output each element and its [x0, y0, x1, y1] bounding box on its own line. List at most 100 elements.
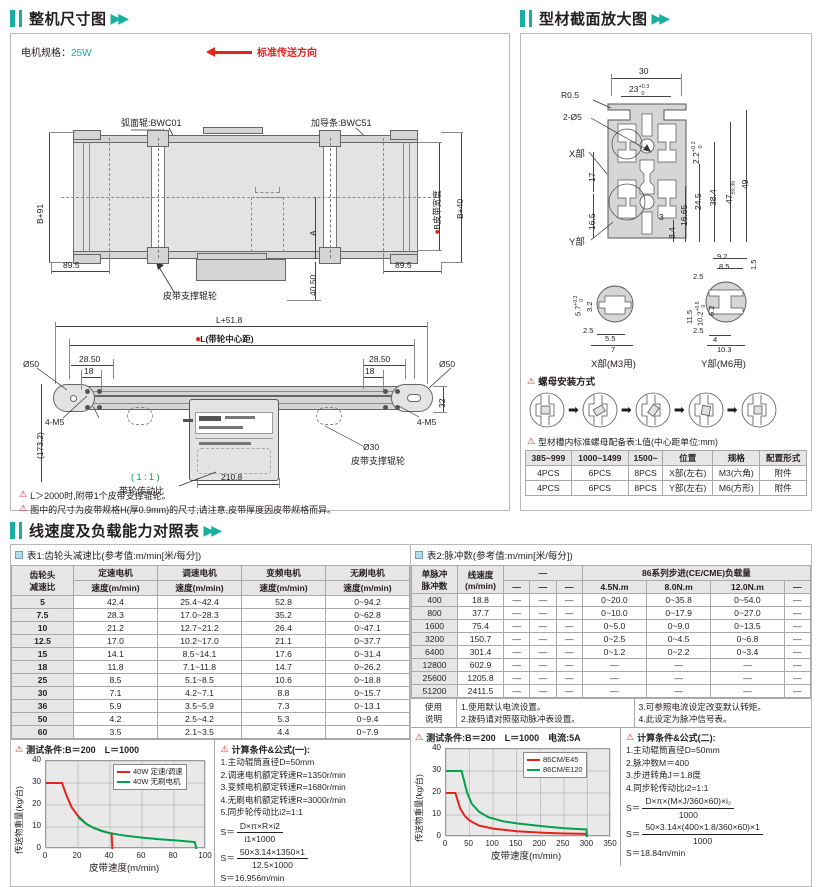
- table1-th-1: 调速电机: [157, 565, 242, 581]
- table-row: 12800 602.9— — — — — — —: [411, 658, 812, 672]
- section-title-profile-text: 型材截面放大图: [539, 11, 648, 28]
- t1-r8c3: 7.3: [241, 699, 326, 713]
- table-row: 18 11.8 7.1~11.8 14.7 0~26.2: [11, 660, 410, 674]
- chevron-right-icon: ▶▶: [110, 10, 129, 26]
- table-row: 50 4.2 2.5~4.2 5.3 0~9.4: [11, 712, 410, 726]
- x-tick: 50: [464, 839, 474, 848]
- t1-r4c2: 8.5~14.1: [157, 647, 242, 661]
- section-title-speed-text: 线速度及负载能力对照表: [29, 523, 200, 540]
- t1-r9c3: 5.3: [241, 712, 326, 726]
- t1-r4c3: 17.6: [241, 647, 326, 661]
- t1-r6c3: 10.6: [241, 673, 326, 687]
- t1-r0c3: 52.8: [241, 595, 326, 609]
- t1-r10c0: 60: [11, 725, 74, 739]
- table1-sub-0: 速度(m/min): [73, 580, 158, 596]
- t2-r6c0: 25600: [411, 671, 458, 685]
- formula1-item-0: 1.主动辊筒直径D=50mm: [220, 757, 315, 767]
- section-title-text: 整机尺寸图: [29, 11, 107, 28]
- dim-165: 16.5: [587, 213, 597, 230]
- t2-r4c8: —: [783, 645, 812, 659]
- label-x-part: X部: [569, 149, 585, 160]
- t1-r3c0: 12.5: [11, 634, 74, 648]
- title-bar-profile: [520, 10, 525, 27]
- x-tick: 80: [168, 851, 178, 860]
- t1-r1c1: 28.3: [73, 608, 158, 622]
- formula2-eq1-den: 1000: [678, 809, 698, 820]
- dim-2108: 210.8: [221, 472, 243, 482]
- x-tick: 20: [72, 851, 82, 860]
- label-belt-support-roller-top: 皮带支撑辊轮: [163, 291, 218, 301]
- table1-caption: 表1:齿轮头减速比(参考值:m/min[米/每分]): [11, 545, 410, 565]
- y-tick: 30: [432, 765, 441, 774]
- end-cap-br: [390, 254, 418, 264]
- legend-item: 40W 定速/调速: [117, 767, 183, 777]
- section-title-profile: 型材截面放大图 ▶▶: [520, 8, 812, 29]
- table1: 齿轮头 减速比 定速电机 调速电机 变频电机 无刷电机 速度(m/min) 速度(…: [11, 565, 410, 739]
- t2-r2c8: —: [783, 619, 812, 633]
- motor-spec-label: 电机规格：: [21, 48, 71, 59]
- t2-r0c0: 400: [411, 593, 458, 607]
- t2-r2c7: 0~13.5: [710, 619, 785, 633]
- t2-r6c1: 1205.8: [457, 671, 504, 685]
- x-tick: 300: [579, 839, 594, 848]
- t1-r3c3: 21.1: [241, 634, 326, 648]
- nut-r1c0: 4PCS: [525, 480, 572, 496]
- t2-r7c0: 51200: [411, 684, 458, 698]
- t2-r5c6: —: [646, 658, 712, 672]
- chart2-test-condition: ⚠ 测试条件:B＝200 L＝1000 电流:5A: [415, 731, 618, 744]
- callout-guide-strip: 加导条:BWC51: [311, 118, 372, 128]
- dim-l-center: ⏺L(带轮中心距): [196, 334, 254, 344]
- warning-icon-8: ⚠: [626, 732, 635, 742]
- chart1-test-condition: ⚠ 测试条件:B＝200 L＝1000: [15, 743, 212, 756]
- table2-sub-1: —: [529, 580, 557, 594]
- chart2-formula-items: 1.主动辊筒直径D=50mm 2.脉冲数M＝400 3.步进转角J＝1.8度 4…: [626, 744, 808, 860]
- chart1-cell: ⚠ 测试条件:B＝200 L＝1000 传送物重量(kg/台): [11, 740, 216, 886]
- nut-th-3: 位置: [662, 450, 714, 466]
- table-row: 1600 75.4— — —0~5.0 0~9.0 0~13.5—: [411, 619, 812, 633]
- t1-r5c2: 7.1~11.8: [157, 660, 242, 674]
- right-half: 表2:脉冲数(参考值:m/min[米/每分]) 单脉冲 脉冲数 线速度 (m/min…: [411, 545, 812, 886]
- nut-install-steps: ➡ ➡ ➡ ➡: [527, 390, 779, 430]
- dim-l518: L+51.8: [216, 315, 243, 325]
- title-bar-2: [19, 10, 22, 27]
- formula1-eq2-frac: 50×3.14×1350×1 12.5×1000: [236, 846, 309, 872]
- t2-r5c3: —: [529, 658, 557, 672]
- dim-1732: (173.2): [35, 432, 45, 459]
- t2-r6c3: —: [529, 671, 557, 685]
- table-marker-icon: [15, 551, 23, 559]
- t2-r5c1: 602.9: [457, 658, 504, 672]
- dim-y-15: 1.5: [749, 259, 758, 270]
- side-roller-2: [316, 407, 342, 425]
- formula2-eq1-frac: D×π×(M×J/360×60)×i₂ 1000: [642, 795, 735, 821]
- formula2-eq2-num: 50×3.14×(400×1.8/360×60)×1: [642, 821, 763, 835]
- title-bar: [10, 10, 15, 27]
- dim-32: 32: [437, 398, 447, 408]
- formula2-eq1-lhs: S＝: [626, 802, 641, 813]
- t2-r6c5: —: [581, 671, 648, 685]
- table1-th-2: 变频电机: [241, 565, 326, 581]
- chart2-formula-title: 计算条件&公式(二):: [637, 733, 716, 743]
- t2-r4c1: 301.4: [457, 645, 504, 659]
- machine-notes: ⚠ L＞2000时,附带1个皮带支撑辊轮。 ⚠ 图中的尺寸为皮带规格H(厚0.9…: [19, 489, 336, 516]
- t1-r0c1: 42.4: [73, 595, 158, 609]
- warning-icon-7: ⚠: [415, 732, 424, 742]
- table2-sub-6: —: [783, 580, 812, 594]
- nut-th-4: 规格: [712, 450, 761, 466]
- dim-47: 47±0.35: [724, 180, 737, 204]
- t2-r3c3: —: [529, 632, 557, 646]
- t1-r2c2: 12.7~21.2: [157, 621, 242, 635]
- note-1: L＞2000时,附带1个皮带支撑辊轮。: [30, 491, 171, 501]
- t1-r9c1: 4.2: [73, 712, 158, 726]
- dim-18-right: 18: [365, 366, 375, 376]
- top-bracket: [203, 127, 263, 134]
- table-row: 4PCS 6PCS 8PCS X部(左右) M3(六角) 附件: [525, 465, 807, 481]
- t1-r8c0: 36: [11, 699, 74, 713]
- legend-label: 40W 无刷电机: [133, 777, 181, 786]
- t1-r5c0: 18: [11, 660, 74, 674]
- formula1-eq3: S＝16.956m/min: [220, 872, 285, 883]
- t1-r3c2: 10.2~17.0: [157, 634, 242, 648]
- dim-384: 38.4: [708, 189, 718, 206]
- table-row: 12.5 17.0 10.2~17.0 21.1 0~37.7: [11, 634, 410, 648]
- t2-r5c7: —: [710, 658, 785, 672]
